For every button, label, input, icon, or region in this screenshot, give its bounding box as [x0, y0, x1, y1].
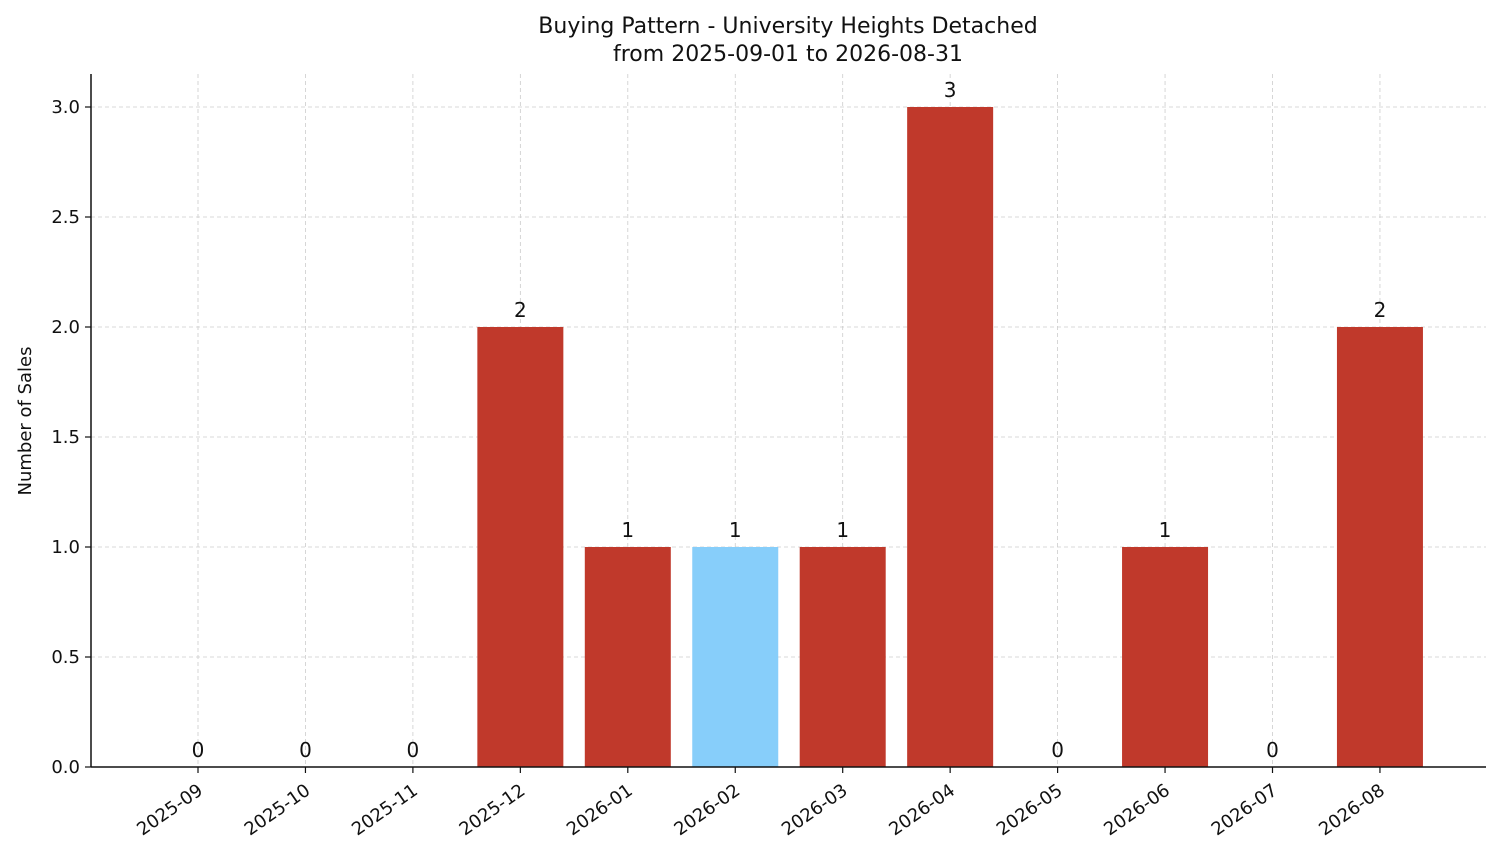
data-label: 1 — [621, 518, 634, 542]
y-tick-label: 2.0 — [51, 317, 80, 338]
x-tick-label: 2026-04 — [885, 780, 959, 840]
grid-layer — [91, 74, 1486, 768]
x-tick-label: 2025-11 — [348, 780, 422, 840]
bar-2026-03 — [799, 547, 886, 767]
data-label: 2 — [514, 298, 527, 322]
x-tick-label: 2026-01 — [563, 780, 637, 840]
x-tick-label: 2025-09 — [133, 780, 207, 840]
bars-layer — [477, 107, 1423, 767]
chart-title: Buying Pattern - University Heights Deta… — [538, 14, 1037, 39]
bar-2026-01 — [584, 547, 671, 767]
bar-2026-02 — [692, 547, 779, 767]
data-label: 0 — [1051, 738, 1064, 762]
chart-subtitle: from 2025-09-01 to 2026-08-31 — [613, 42, 963, 67]
x-tick-label: 2026-07 — [1208, 780, 1282, 840]
y-tick-label: 0.5 — [51, 647, 80, 668]
y-tick-label: 1.5 — [51, 427, 80, 448]
x-tick-label: 2025-12 — [456, 780, 530, 840]
data-labels-layer: 0 0 0 2 1 1 1 3 0 1 0 2 — [192, 78, 1387, 762]
data-label: 0 — [1266, 738, 1279, 762]
x-tick-label: 2026-05 — [993, 780, 1067, 840]
bar-2025-12 — [477, 327, 564, 767]
data-label: 1 — [729, 518, 742, 542]
x-tick-label: 2026-06 — [1100, 780, 1174, 840]
y-axis-label: Number of Sales — [15, 346, 36, 495]
data-label: 1 — [836, 518, 849, 542]
x-tick-label: 2026-03 — [778, 780, 852, 840]
y-tick-label: 1.0 — [51, 537, 80, 558]
data-label: 0 — [299, 738, 312, 762]
bar-2026-06 — [1122, 547, 1209, 767]
data-label: 1 — [1159, 518, 1172, 542]
bar-2026-08 — [1336, 327, 1423, 767]
y-tick-label: 0.0 — [51, 757, 80, 778]
x-tick-label: 2026-08 — [1315, 780, 1389, 840]
bar-2026-04 — [907, 107, 994, 767]
data-label: 0 — [192, 738, 205, 762]
x-tick-label: 2026-02 — [670, 780, 744, 840]
axes-layer — [90, 74, 1486, 768]
data-label: 2 — [1374, 298, 1387, 322]
x-tick-label: 2025-10 — [241, 780, 315, 840]
data-label: 3 — [944, 78, 957, 102]
data-label: 0 — [407, 738, 420, 762]
y-tick-label: 3.0 — [51, 97, 80, 118]
y-tick-label: 2.5 — [51, 207, 80, 228]
